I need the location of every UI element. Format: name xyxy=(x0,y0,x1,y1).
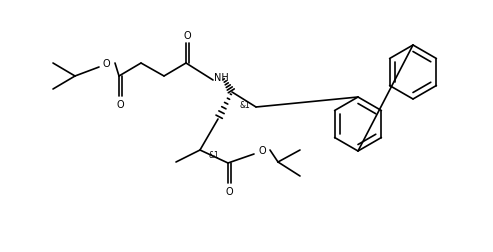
Text: O: O xyxy=(102,59,110,69)
Text: O: O xyxy=(258,145,266,155)
Text: NH: NH xyxy=(214,73,229,83)
Text: O: O xyxy=(117,100,124,110)
Text: &1: &1 xyxy=(208,151,219,160)
Text: &1: &1 xyxy=(240,100,251,109)
Text: O: O xyxy=(226,186,233,196)
Text: O: O xyxy=(184,31,191,41)
